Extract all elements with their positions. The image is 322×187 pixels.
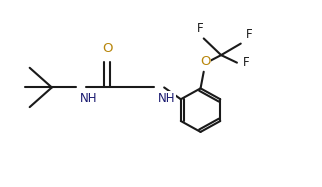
Text: F: F <box>197 22 203 36</box>
Text: F: F <box>243 56 249 69</box>
Text: F: F <box>245 28 252 41</box>
Text: O: O <box>200 55 211 68</box>
Text: NH: NH <box>158 92 175 105</box>
Text: O: O <box>102 42 112 55</box>
Text: NH: NH <box>80 92 97 105</box>
